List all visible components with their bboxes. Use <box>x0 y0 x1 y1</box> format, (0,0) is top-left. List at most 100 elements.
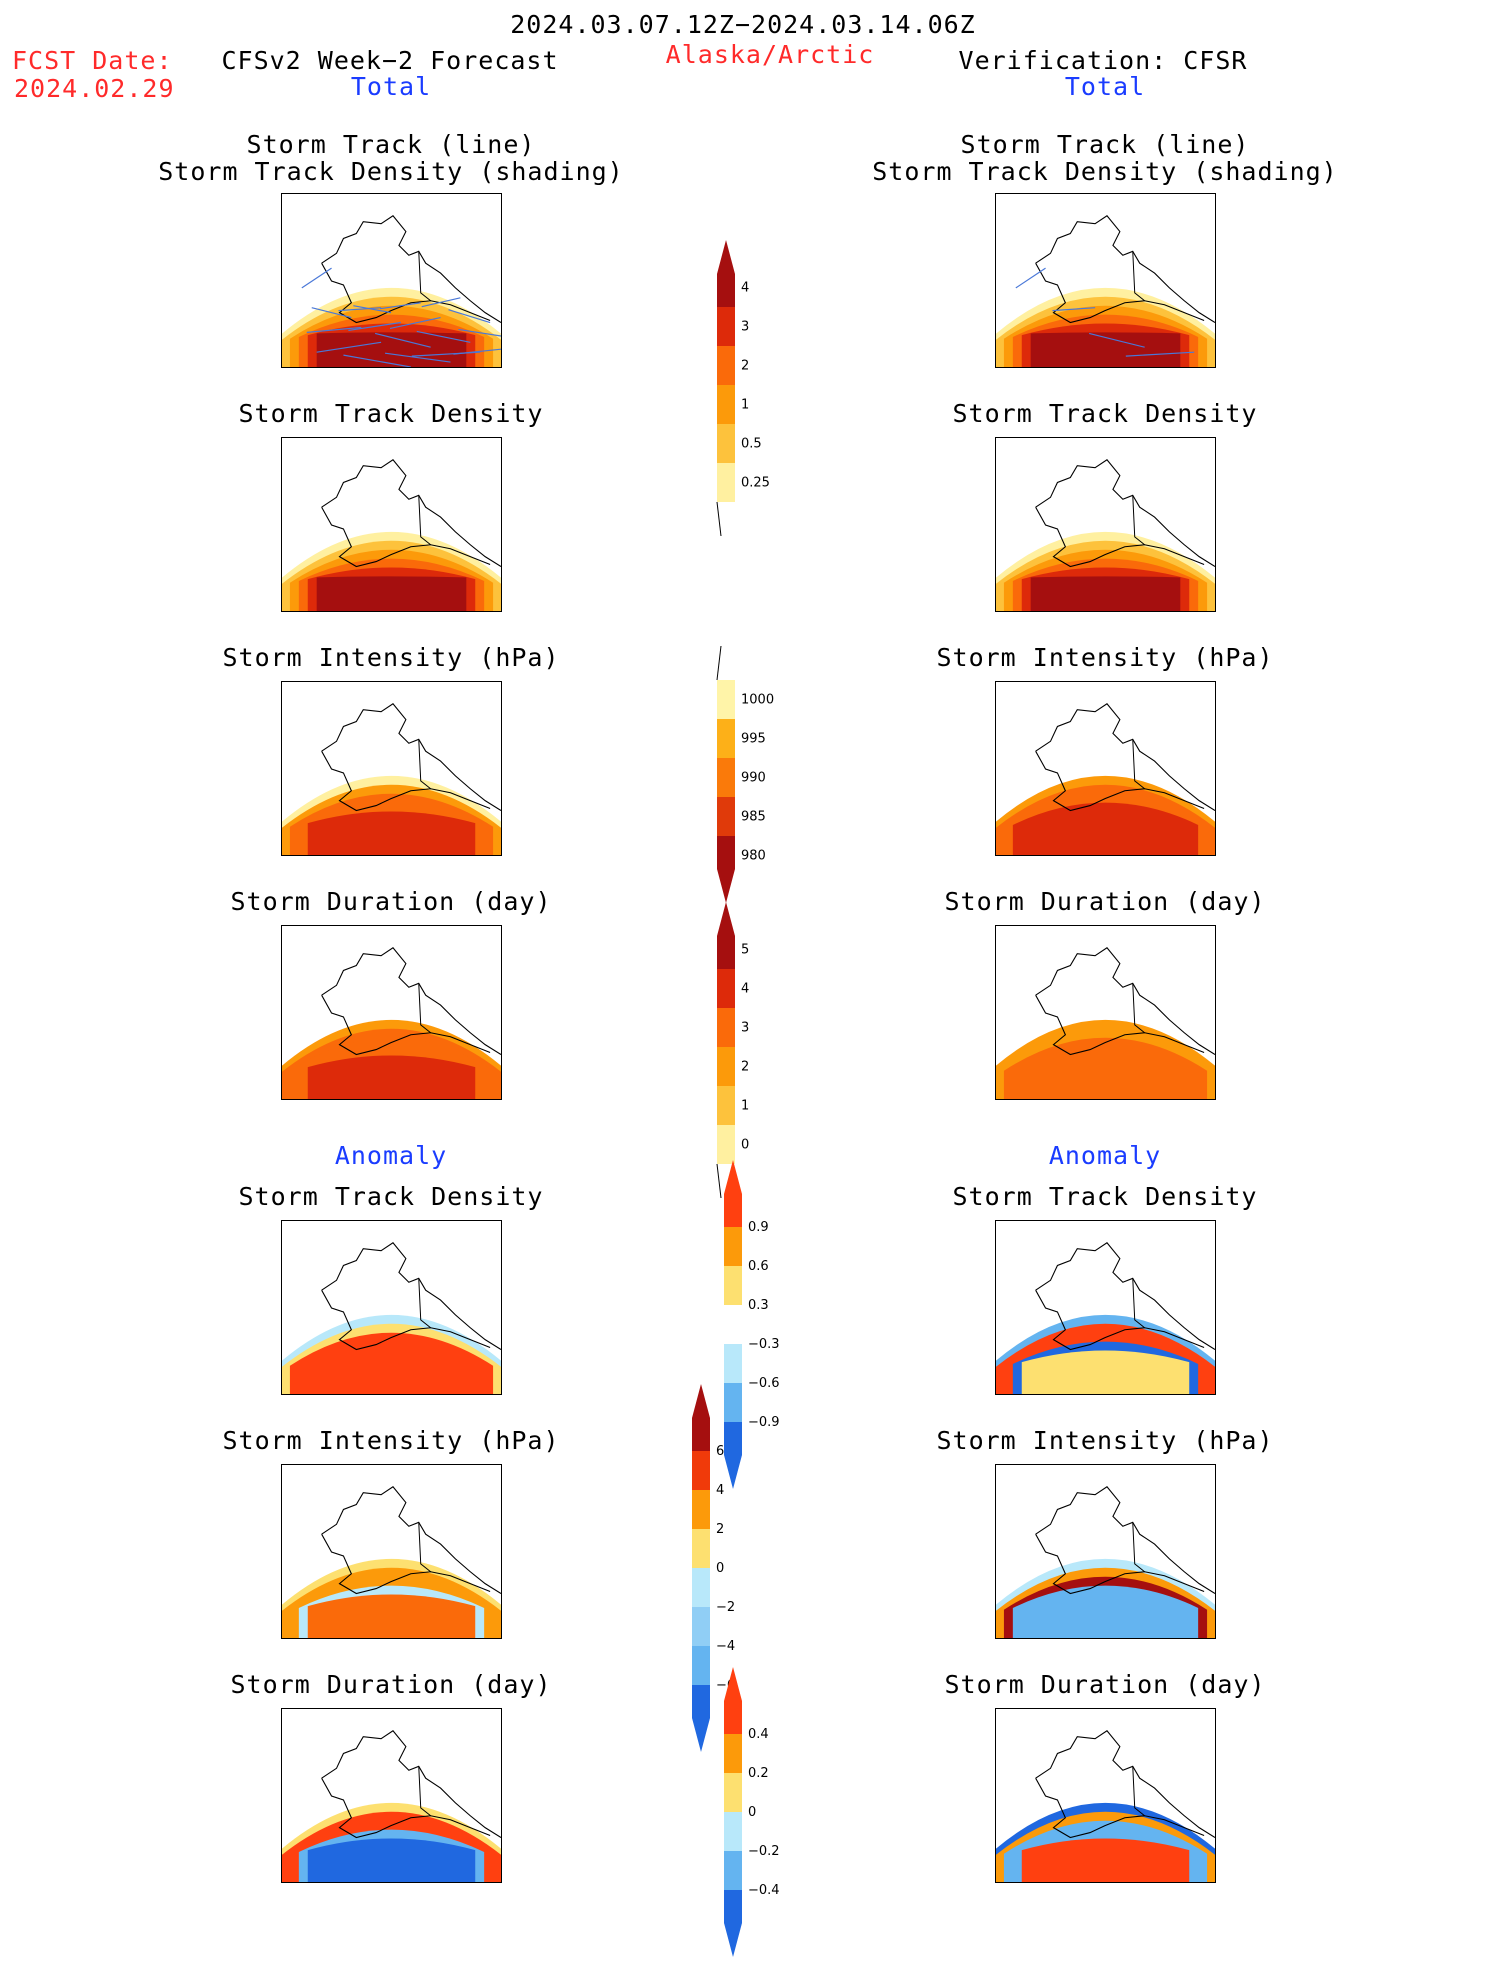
right-map-panel-3 <box>994 681 1216 856</box>
colorbar-segment <box>717 307 735 346</box>
left-map-panel-5 <box>280 1220 502 1395</box>
colorbar-segment <box>724 1851 742 1890</box>
colorbar-tick-label: 980 <box>741 849 766 864</box>
fcst-date-label: FCST Date: <box>12 46 173 75</box>
colorbar-segment <box>724 1160 742 1227</box>
colorbar-segment <box>717 346 735 385</box>
panel-subtitle-line: Storm Track Density (shading) <box>158 157 624 186</box>
colorbar-tick-label: −0.6 <box>748 1376 780 1391</box>
left-map-density_total <box>281 438 501 611</box>
left-map-density_anom <box>281 1221 501 1394</box>
right-map-track_total_v <box>995 194 1215 367</box>
colorbar-tick-label: 2 <box>741 1060 749 1075</box>
colorbar-segment <box>717 385 735 424</box>
right-map-duration_total_v <box>995 926 1215 1099</box>
colorbar-tick-label: 0 <box>741 1138 749 1153</box>
left-map-duration_anom <box>281 1709 501 1882</box>
colorbar-tick-label: 2 <box>716 1522 724 1537</box>
left-panel-title-6: Storm Intensity (hPa) <box>222 1427 559 1454</box>
colorbar-tick-label: −4 <box>716 1639 735 1654</box>
right-panel-title-2: Storm Track Density <box>953 400 1258 427</box>
colorbar-tick-label: 1 <box>741 1099 749 1114</box>
colorbar-tick-label: 0.4 <box>748 1727 769 1742</box>
right-panel-title-6: Storm Intensity (hPa) <box>936 1427 1273 1454</box>
colorbar-segment <box>724 1344 742 1383</box>
panel-title-line: Storm Track Density <box>952 399 1258 428</box>
colorbar-segment <box>717 240 735 307</box>
panel-title-line: Storm Intensity (hPa) <box>936 643 1274 672</box>
intensity-anomaly-colorbar: 6 4 2 0 −2 −4 −6 <box>692 1382 782 1758</box>
shading-band <box>1021 1838 1189 1882</box>
colorbar-tick-label: 0.5 <box>741 437 762 452</box>
duration-colorbar: 5 4 3 2 1 0 <box>716 900 807 1199</box>
colorbar-tick-label: 0.25 <box>741 476 770 491</box>
panel-title-line: Storm Duration (day) <box>230 887 552 916</box>
left-panel-title-5: Storm Track Density <box>239 1183 544 1210</box>
left-total-subtitle: Total <box>350 72 432 101</box>
colorbar-tick-label: 5 <box>741 943 749 958</box>
shading-band <box>289 1332 493 1394</box>
right-map-panel-4 <box>994 925 1216 1100</box>
colorbar-segment <box>692 1646 710 1685</box>
storm-track-lines <box>300 267 501 367</box>
left-map-panel-6 <box>280 1464 502 1639</box>
duration-anomaly-colorbar: 0.4 0.2 0 −0.2 −0.4 <box>724 1665 814 1963</box>
date-range-title: 2024.03.07.12Z−2024.03.14.06Z <box>510 10 976 39</box>
shading-band <box>307 811 475 855</box>
colorbar-segment <box>717 797 735 836</box>
colorbar-tick-label: 985 <box>741 810 766 825</box>
colorbar-tick-label: −0.9 <box>748 1415 780 1430</box>
colorbar-segment <box>717 463 735 502</box>
left-map-panel-1 <box>280 193 502 368</box>
density-anomaly-colorbar: 0.9 0.6 0.3 −0.3 −0.6 −0.9 <box>724 1158 814 1495</box>
right-map-duration_anom_v <box>995 1709 1215 1882</box>
panel-title-line: Storm Track Density <box>238 399 544 428</box>
colorbar-tick-label: 4 <box>741 982 749 997</box>
shading-band <box>316 332 466 367</box>
colorbar-tick-label: −0.3 <box>748 1337 780 1352</box>
coastline <box>320 947 501 1056</box>
shading-band <box>1012 1585 1198 1638</box>
colorbar-segment <box>717 836 735 903</box>
right-panel-title-3: Storm Intensity (hPa) <box>936 644 1273 671</box>
colorbar-segment <box>724 1812 742 1851</box>
colorbar-segment <box>724 1773 742 1812</box>
left-map-panel-2 <box>280 437 502 612</box>
right-anomaly-heading: Anomaly <box>1048 1141 1162 1170</box>
colorbar-tick-label: −0.2 <box>748 1844 780 1859</box>
colorbar-tick-label: −2 <box>716 1600 735 1615</box>
left-panel-title-7: Storm Duration (day) <box>230 1671 551 1698</box>
colorbar-segment <box>724 1667 742 1734</box>
colorbar-segment <box>717 680 735 719</box>
right-map-panel-5 <box>994 1220 1216 1395</box>
right-map-panel-7 <box>994 1708 1216 1883</box>
colorbar-tick-label: 3 <box>741 1021 749 1036</box>
right-map-intensity_anom_v <box>995 1465 1215 1638</box>
colorbar-segment <box>692 1529 710 1568</box>
colorbar-segment <box>692 1685 710 1752</box>
colorbar-segment <box>692 1384 710 1451</box>
colorbar-tick-label: 3 <box>741 320 749 335</box>
right-map-panel-2 <box>994 437 1216 612</box>
colorbar-segment <box>717 424 735 463</box>
coastline <box>320 703 501 812</box>
panel-title-line: Storm Duration (day) <box>944 1670 1266 1699</box>
left-panel-title-1: Storm Track (line) Storm Track Density (s… <box>158 131 624 185</box>
region-title: Alaska/Arctic <box>665 40 875 69</box>
shading-band <box>307 1838 475 1882</box>
colorbar-segment <box>724 1383 742 1422</box>
shading-band <box>1012 802 1198 855</box>
colorbar-tick-label: 0.9 <box>748 1220 769 1235</box>
storm-track-lines <box>1014 267 1194 357</box>
panel-title-line: Storm Track Density <box>952 1182 1258 1211</box>
colorbar-segment <box>717 719 735 758</box>
coastline <box>1034 947 1215 1056</box>
panel-title-line: Storm Intensity (hPa) <box>222 1426 560 1455</box>
colorbar-tick-label: 0 <box>716 1561 724 1576</box>
panel-subtitle-line: Storm Track Density (shading) <box>872 157 1338 186</box>
shading-band <box>307 1055 475 1099</box>
colorbar-tick-label: 4 <box>716 1483 724 1498</box>
coastline <box>1034 459 1215 568</box>
left-map-track_total <box>281 194 501 367</box>
right-panel-title-1: Storm Track (line) Storm Track Density (s… <box>872 131 1338 185</box>
